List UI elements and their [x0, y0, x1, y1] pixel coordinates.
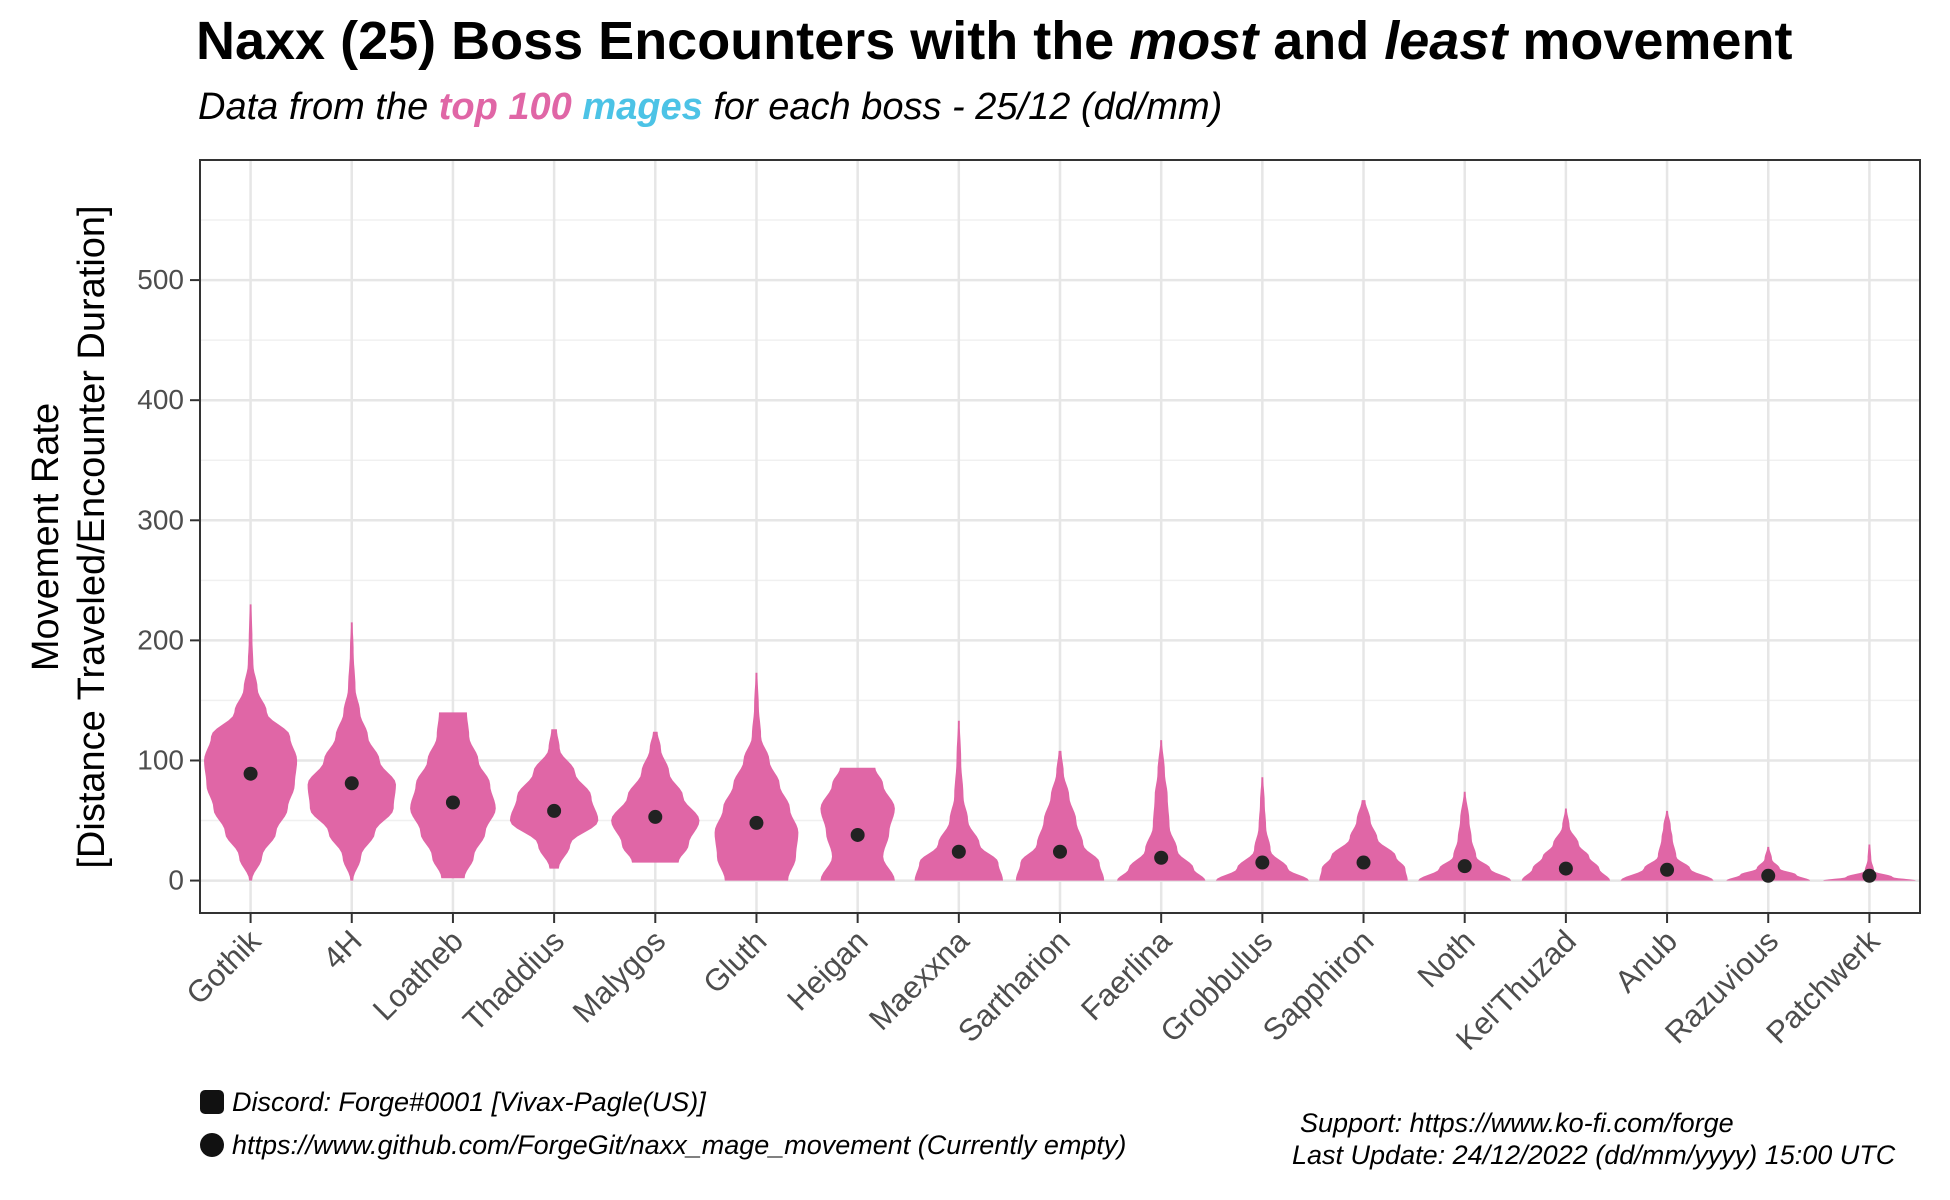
discord-text: Discord: Forge#0001 [Vivax-Pagle(US)]	[232, 1087, 706, 1117]
footer-github: https://www.github.com/ForgeGit/naxx_mag…	[200, 1130, 1126, 1161]
mean-point	[850, 827, 865, 842]
mean-point	[1053, 844, 1067, 859]
mean-point	[445, 795, 460, 810]
mean-point	[749, 815, 764, 830]
y-tick-label: 0	[168, 865, 184, 896]
github-icon	[200, 1133, 224, 1157]
violin-loatheb	[410, 712, 496, 879]
mean-point	[344, 776, 359, 791]
y-axis-label-line2: [Distance Traveled/Encounter Duration]	[71, 205, 113, 868]
violin-malygos	[611, 731, 700, 863]
x-tick-label: Faerlina	[1074, 923, 1178, 1027]
y-axis: 0 100 200 300 400 500	[137, 264, 200, 896]
footer-support: Support: https://www.ko-fi.com/forge	[1300, 1108, 1734, 1138]
violin-noth	[1418, 791, 1512, 881]
x-tick-label: 4H	[316, 923, 369, 976]
chart-subtitle: Data from the top 100 mages for each bos…	[198, 86, 1223, 128]
x-tick-label: Sartharion	[951, 923, 1077, 1049]
chart-title: Naxx (25) Boss Encounters with the most …	[196, 11, 1793, 71]
means-layer	[243, 766, 1877, 883]
violin-heigan	[820, 767, 895, 881]
violin-anub	[1620, 810, 1714, 881]
y-axis-label-line1: Movement Rate	[25, 403, 67, 671]
mean-point	[1660, 862, 1675, 877]
y-tick-label: 100	[137, 744, 184, 775]
violin-grobbulus	[1215, 777, 1309, 881]
y-tick-label: 500	[137, 264, 184, 295]
mean-point	[951, 844, 966, 859]
x-tick-label: Malygos	[566, 923, 672, 1029]
violin-sapphiron	[1319, 800, 1408, 881]
footer-discord: Discord: Forge#0001 [Vivax-Pagle(US)]	[200, 1087, 706, 1118]
x-tick-label: Loatheb	[366, 923, 470, 1027]
x-tick-label: Noth	[1411, 923, 1482, 994]
mean-point	[1255, 855, 1270, 870]
footer-last-update: Last Update: 24/12/2022 (dd/mm/yyyy) 15:…	[1292, 1140, 1896, 1170]
violins-layer	[204, 604, 1916, 881]
violin-gluth	[714, 672, 799, 881]
mean-point	[1457, 859, 1472, 874]
x-tick-label: Thaddius	[456, 923, 571, 1038]
violin-maexxna	[914, 720, 1003, 881]
violin-thaddius	[509, 729, 599, 869]
mean-point	[1761, 868, 1776, 883]
x-tick-label: Gluth	[696, 923, 773, 1000]
x-tick-label: Grobbulus	[1153, 923, 1279, 1049]
discord-icon	[200, 1090, 224, 1114]
violin-gothik	[204, 604, 298, 881]
y-tick-label: 300	[137, 504, 184, 535]
violin-razuvious	[1726, 846, 1811, 881]
violin-4h	[307, 622, 396, 881]
mean-point	[1356, 855, 1371, 870]
y-tick-label: 200	[137, 624, 184, 655]
y-tick-label: 400	[137, 384, 184, 415]
mean-point	[1862, 868, 1877, 883]
x-tick-label: Anub	[1608, 923, 1684, 999]
violin-sartharion	[1015, 750, 1105, 881]
x-tick-label: Sapphiron	[1256, 923, 1381, 1048]
x-tick-label: Gothik	[179, 923, 267, 1011]
violin-patchwerk	[1822, 844, 1916, 881]
mean-point	[547, 803, 562, 818]
mean-point	[243, 766, 258, 781]
violin-faerlina	[1117, 740, 1206, 881]
x-tick-label: Heigan	[780, 923, 874, 1017]
violin-kel-thuzad	[1521, 808, 1611, 881]
mean-point	[1558, 861, 1573, 876]
mean-point	[648, 809, 663, 824]
github-text: https://www.github.com/ForgeGit/naxx_mag…	[232, 1130, 1127, 1160]
mean-point	[1154, 850, 1169, 865]
